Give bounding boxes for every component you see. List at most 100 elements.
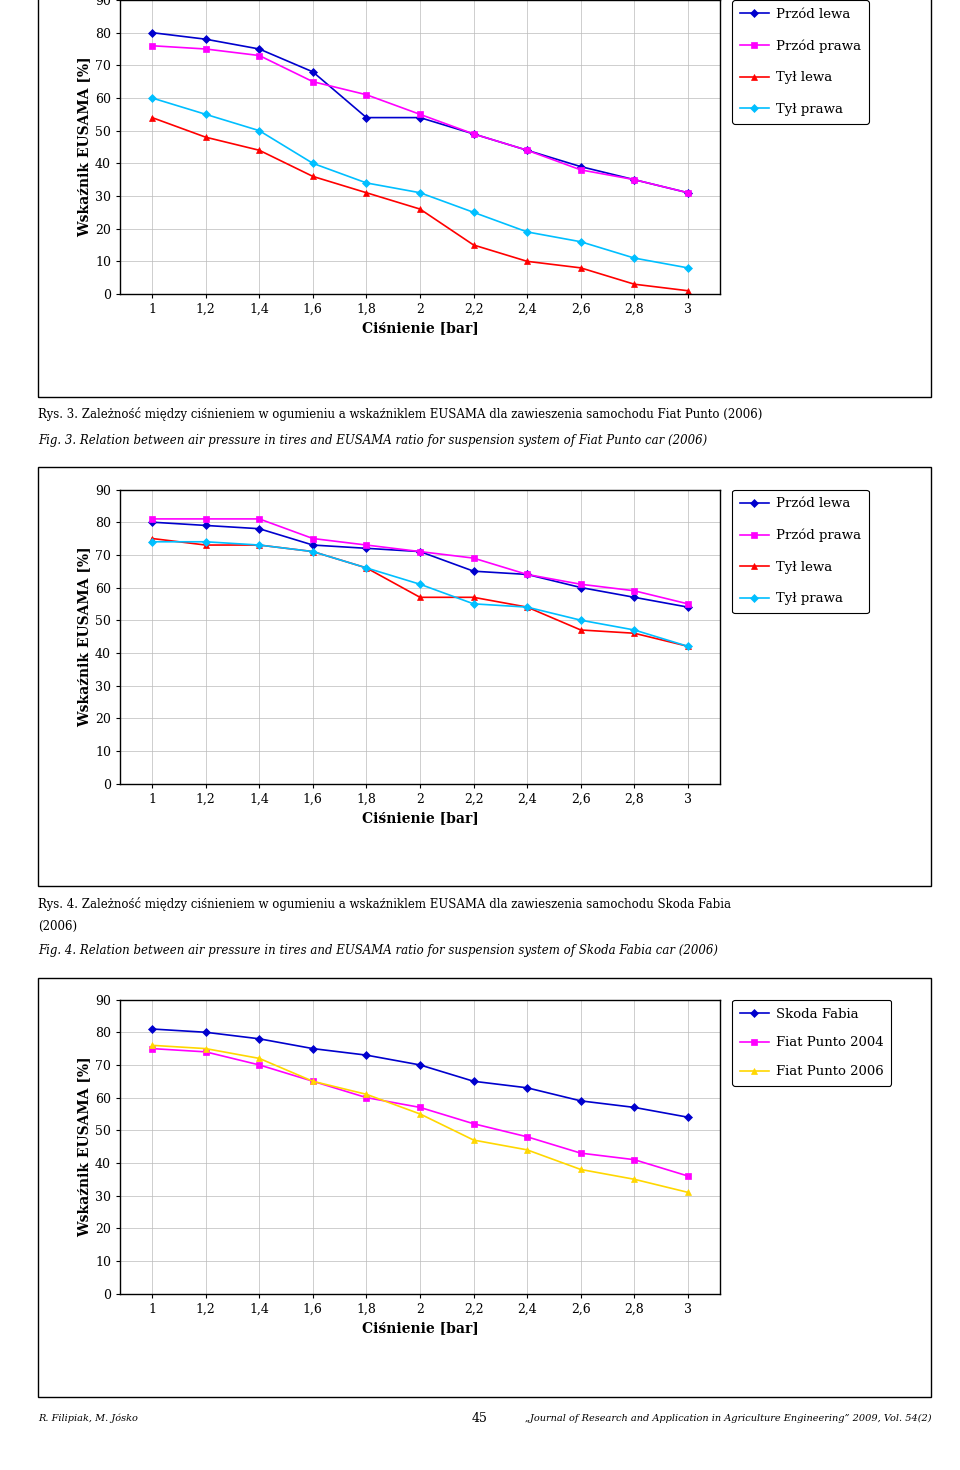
Line: Skoda Fabia: Skoda Fabia <box>150 1026 690 1120</box>
Fiat Punto 2004 <box>683 1167 694 1185</box>
Line: Przód prawa: Przód prawa <box>150 516 690 607</box>
Legend: Przód lewa, Przód prawa, Tył lewa, Tył prawa: Przód lewa, Przód prawa, Tył lewa, Tył p… <box>732 490 869 613</box>
Przód lewa <box>468 563 479 581</box>
Tył lewa <box>361 184 372 201</box>
Przód prawa <box>253 47 265 65</box>
Przód prawa <box>146 37 157 54</box>
Fiat Punto 2006 <box>575 1161 587 1179</box>
Przód prawa <box>361 537 372 554</box>
Przód lewa <box>629 588 640 606</box>
Tył prawa <box>200 534 211 551</box>
Przód prawa <box>629 582 640 600</box>
Tył prawa <box>629 622 640 639</box>
Przód lewa <box>307 63 319 81</box>
X-axis label: Ciśnienie [bar]: Ciśnienie [bar] <box>362 811 478 825</box>
Text: Fig. 3. Relation between air pressure in tires and EUSAMA ratio for suspension s: Fig. 3. Relation between air pressure in… <box>38 434 708 447</box>
Przód lewa <box>146 513 157 531</box>
Przód lewa <box>575 579 587 597</box>
X-axis label: Ciśnienie [bar]: Ciśnienie [bar] <box>362 322 478 335</box>
Przód prawa <box>307 529 319 547</box>
Tył lewa <box>414 588 425 606</box>
Fiat Punto 2004 <box>253 1055 265 1073</box>
Tył lewa <box>683 638 694 656</box>
Przód prawa <box>629 171 640 188</box>
Text: Fig. 4. Relation between air pressure in tires and EUSAMA ratio for suspension s: Fig. 4. Relation between air pressure in… <box>38 944 718 957</box>
Tył lewa <box>629 275 640 293</box>
Skoda Fabia <box>414 1055 425 1073</box>
Tył lewa <box>575 259 587 276</box>
Fiat Punto 2004 <box>468 1114 479 1132</box>
Tył lewa <box>146 109 157 126</box>
Przód lewa <box>683 184 694 201</box>
Tył prawa <box>146 90 157 107</box>
Tył lewa <box>468 237 479 254</box>
Fiat Punto 2006 <box>521 1141 533 1158</box>
Przód lewa <box>253 40 265 57</box>
Fiat Punto 2006 <box>200 1039 211 1057</box>
Line: Fiat Punto 2006: Fiat Punto 2006 <box>150 1042 690 1195</box>
Skoda Fabia <box>683 1108 694 1126</box>
Fiat Punto 2006 <box>414 1105 425 1123</box>
Fiat Punto 2006 <box>307 1073 319 1091</box>
Tył prawa <box>521 223 533 241</box>
Tył prawa <box>307 542 319 560</box>
Przód lewa <box>521 566 533 584</box>
Przód lewa <box>146 24 157 41</box>
Skoda Fabia <box>146 1020 157 1038</box>
Przód lewa <box>683 598 694 616</box>
Przód lewa <box>307 537 319 554</box>
Tył lewa <box>521 253 533 270</box>
Przód prawa <box>146 510 157 528</box>
Tył prawa <box>575 612 587 629</box>
Przód prawa <box>468 125 479 143</box>
Text: 45: 45 <box>472 1413 488 1424</box>
Line: Tył prawa: Tył prawa <box>150 539 690 650</box>
Przód prawa <box>575 575 587 592</box>
Fiat Punto 2004 <box>307 1073 319 1091</box>
Tył lewa <box>361 559 372 576</box>
Przód lewa <box>575 157 587 175</box>
Tył lewa <box>253 141 265 159</box>
Tył lewa <box>629 625 640 642</box>
Y-axis label: Wskaźnik EUSAMA [%]: Wskaźnik EUSAMA [%] <box>77 1057 91 1236</box>
Line: Fiat Punto 2004: Fiat Punto 2004 <box>150 1045 690 1179</box>
Przód lewa <box>521 141 533 159</box>
Przód prawa <box>253 510 265 528</box>
Tył prawa <box>414 184 425 201</box>
Tył prawa <box>468 595 479 613</box>
Przód prawa <box>361 85 372 103</box>
Tył prawa <box>307 154 319 172</box>
Przód prawa <box>683 595 694 613</box>
Fiat Punto 2004 <box>146 1039 157 1057</box>
Tył prawa <box>414 575 425 592</box>
Fiat Punto 2004 <box>414 1098 425 1116</box>
Line: Tył lewa: Tył lewa <box>150 115 690 294</box>
Fiat Punto 2006 <box>683 1183 694 1201</box>
Przód prawa <box>200 40 211 57</box>
Tył lewa <box>200 537 211 554</box>
Tył prawa <box>361 173 372 191</box>
Fiat Punto 2004 <box>361 1089 372 1107</box>
Line: Tył lewa: Tył lewa <box>150 535 690 650</box>
Tył prawa <box>683 638 694 656</box>
Text: R. Filipiak, M. Jósko: R. Filipiak, M. Jósko <box>38 1414 138 1423</box>
Fiat Punto 2004 <box>629 1151 640 1169</box>
Text: Rys. 3. Zależność między ciśnieniem w ogumieniu a wskaźniklem EUSAMA dla zawiesz: Rys. 3. Zależność między ciśnieniem w og… <box>38 407 763 422</box>
Przód lewa <box>629 171 640 188</box>
Line: Przód lewa: Przód lewa <box>150 29 690 196</box>
Legend: Przód lewa, Przód prawa, Tył lewa, Tył prawa: Przód lewa, Przód prawa, Tył lewa, Tył p… <box>732 0 869 123</box>
Tył lewa <box>521 598 533 616</box>
Przód lewa <box>361 539 372 557</box>
Fiat Punto 2006 <box>146 1036 157 1054</box>
Tył prawa <box>575 232 587 250</box>
Przód prawa <box>521 141 533 159</box>
Line: Tył prawa: Tył prawa <box>150 96 690 270</box>
Tył prawa <box>253 122 265 140</box>
Fiat Punto 2004 <box>575 1144 587 1161</box>
Text: Rys. 4. Zależność między ciśnieniem w ogumieniu a wskaźniklem EUSAMA dla zawiesz: Rys. 4. Zależność między ciśnieniem w og… <box>38 897 732 911</box>
Line: Przód lewa: Przód lewa <box>150 519 690 610</box>
Tył lewa <box>468 588 479 606</box>
Przód prawa <box>414 106 425 123</box>
Tył prawa <box>468 203 479 220</box>
Tył lewa <box>200 128 211 146</box>
